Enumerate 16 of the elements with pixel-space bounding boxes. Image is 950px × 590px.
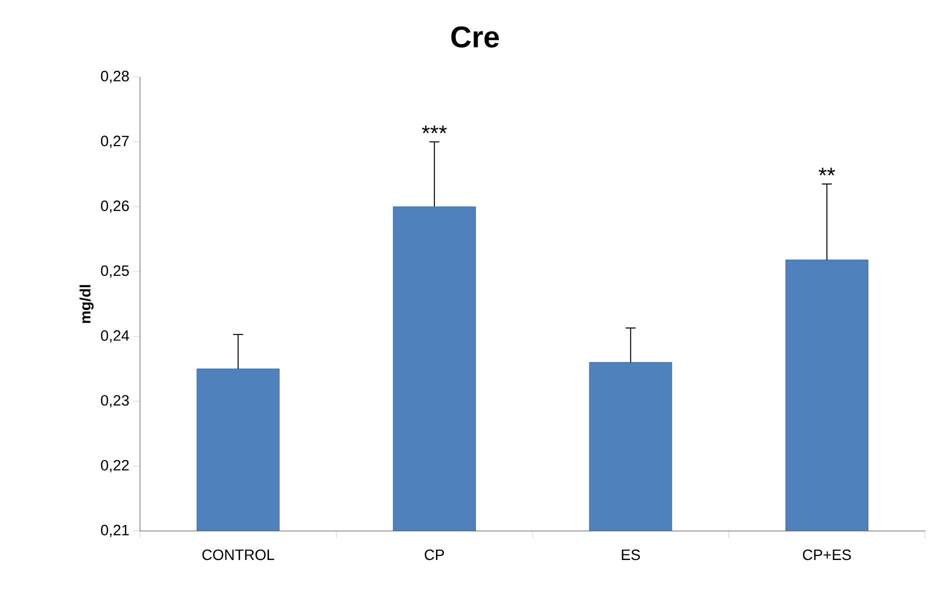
y-tick-label: 0,28 [100, 70, 129, 84]
y-tick-label: 0,23 [100, 395, 129, 408]
x-tick-label: CONTROL [202, 550, 274, 560]
x-tick-label: CP [424, 550, 444, 560]
y-tick-label: 0,22 [100, 460, 129, 472]
annotation: *** [422, 126, 447, 134]
chart-title: Cre [451, 26, 499, 48]
x-tick-label: CP+ES [802, 550, 851, 560]
y-tick-label: 0,27 [100, 136, 129, 148]
y-tick-label: 0,24 [100, 330, 130, 343]
y-tick-label: 0,21 [100, 524, 129, 538]
x-tick-label: ES [622, 550, 640, 560]
y-tick-label: 0,26 [100, 200, 129, 213]
y-tick-label: 0,25 [100, 265, 129, 278]
y-axis-title: mg/dl [80, 285, 94, 323]
annotation: ** [818, 168, 836, 176]
